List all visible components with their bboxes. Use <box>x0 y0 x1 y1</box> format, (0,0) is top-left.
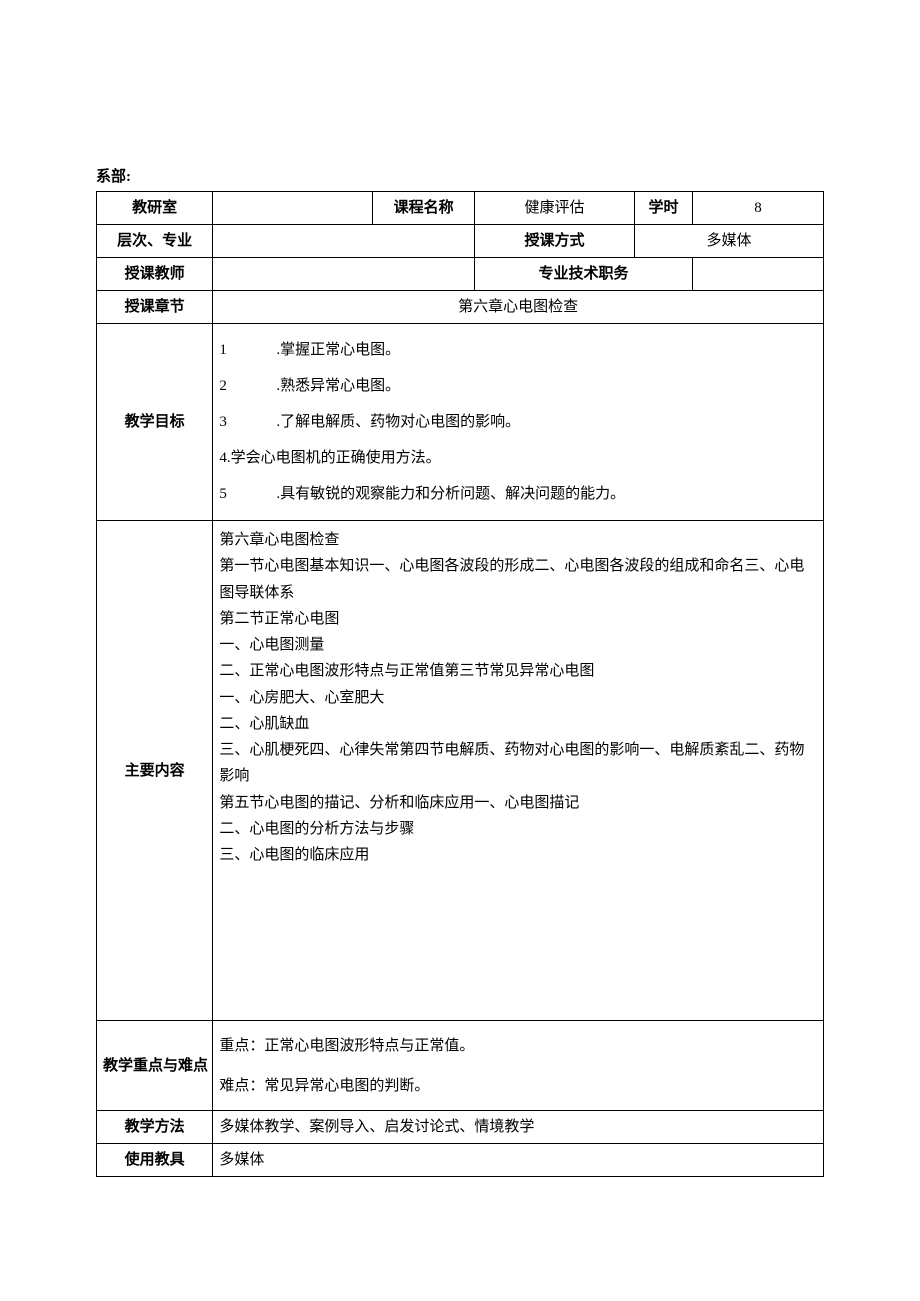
label-hours: 学时 <box>634 192 692 225</box>
content-line: 一、心房肥大、心室肥大 <box>219 685 817 711</box>
label-teaching-office: 教研室 <box>97 192 213 225</box>
label-teacher: 授课教师 <box>97 258 213 291</box>
value-chapter: 第六章心电图检查 <box>213 291 824 324</box>
label-title: 专业技术职务 <box>475 258 693 291</box>
value-tools: 多媒体 <box>213 1144 824 1177</box>
label-keypoints: 教学重点与难点 <box>97 1021 213 1111</box>
value-course-name: 健康评估 <box>475 192 635 225</box>
table-row: 主要内容 第六章心电图检查 第一节心电图基本知识一、心电图各波段的形成二、心电图… <box>97 521 824 1021</box>
value-teaching-mode: 多媒体 <box>634 225 823 258</box>
label-content: 主要内容 <box>97 521 213 1021</box>
content-line: 三、心肌梗死四、心律失常第四节电解质、药物对心电图的影响一、电解质紊乱二、药物影… <box>219 737 817 790</box>
table-row: 使用教具 多媒体 <box>97 1144 824 1177</box>
table-row: 授课教师 专业技术职务 <box>97 258 824 291</box>
content-line: 二、心肌缺血 <box>219 711 817 737</box>
table-row: 教学方法 多媒体教学、案例导入、启发讨论式、情境教学 <box>97 1111 824 1144</box>
goal-num: 3 <box>219 410 231 434</box>
content-line: 二、心电图的分析方法与步骤 <box>219 816 817 842</box>
value-teacher <box>213 258 475 291</box>
value-keypoints: 重点：正常心电图波形特点与正常值。 难点：常见异常心电图的判断。 <box>213 1021 824 1111</box>
goal-num: 2 <box>219 374 231 398</box>
label-course-name: 课程名称 <box>373 192 475 225</box>
department-header: 系部: <box>96 165 824 186</box>
content-line: 二、正常心电图波形特点与正常值第三节常见异常心电图 <box>219 658 817 684</box>
goal-text: .具有敏锐的观察能力和分析问题、解决问题的能力。 <box>231 482 625 506</box>
goal-item: 3 .了解电解质、药物对心电图的影响。 <box>219 404 817 440</box>
goal-num: 5 <box>219 482 231 506</box>
table-row: 教学目标 1 .掌握正常心电图。 2 .熟悉异常心电图。 3 .了解电解质、药物… <box>97 324 824 521</box>
lesson-plan-table: 教研室 课程名称 健康评估 学时 8 层次、专业 授课方式 多媒体 授课教师 专… <box>96 191 824 1177</box>
value-teaching-office <box>213 192 373 225</box>
label-methods: 教学方法 <box>97 1111 213 1144</box>
value-level-major <box>213 225 475 258</box>
table-row: 教学重点与难点 重点：正常心电图波形特点与正常值。 难点：常见异常心电图的判断。 <box>97 1021 824 1111</box>
goal-text: .熟悉异常心电图。 <box>231 374 400 398</box>
goal-item: 1 .掌握正常心电图。 <box>219 332 817 368</box>
goal-text: .了解电解质、药物对心电图的影响。 <box>231 410 520 434</box>
label-chapter: 授课章节 <box>97 291 213 324</box>
label-level-major: 层次、专业 <box>97 225 213 258</box>
content-line: 第六章心电图检查 <box>219 527 817 553</box>
table-row: 教研室 课程名称 健康评估 学时 8 <box>97 192 824 225</box>
goal-text: .掌握正常心电图。 <box>231 338 400 362</box>
content-line: 一、心电图测量 <box>219 632 817 658</box>
value-hours: 8 <box>693 192 824 225</box>
goal-num: 1 <box>219 338 231 362</box>
table-row: 层次、专业 授课方式 多媒体 <box>97 225 824 258</box>
goal-item: 4.学会心电图机的正确使用方法。 <box>219 440 817 476</box>
goal-item: 2 .熟悉异常心电图。 <box>219 368 817 404</box>
value-title <box>693 258 824 291</box>
value-goals: 1 .掌握正常心电图。 2 .熟悉异常心电图。 3 .了解电解质、药物对心电图的… <box>213 324 824 521</box>
content-line: 第二节正常心电图 <box>219 606 817 632</box>
content-line: 三、心电图的临床应用 <box>219 842 817 868</box>
value-methods: 多媒体教学、案例导入、启发讨论式、情境教学 <box>213 1111 824 1144</box>
keypoint-line: 重点：正常心电图波形特点与正常值。 <box>219 1026 817 1066</box>
keypoint-line: 难点：常见异常心电图的判断。 <box>219 1066 817 1106</box>
table-row: 授课章节 第六章心电图检查 <box>97 291 824 324</box>
goal-item: 5 .具有敏锐的观察能力和分析问题、解决问题的能力。 <box>219 476 817 512</box>
value-content: 第六章心电图检查 第一节心电图基本知识一、心电图各波段的形成二、心电图各波段的组… <box>213 521 824 1021</box>
label-teaching-mode: 授课方式 <box>475 225 635 258</box>
content-line: 第一节心电图基本知识一、心电图各波段的形成二、心电图各波段的组成和命名三、心电图… <box>219 553 817 606</box>
label-tools: 使用教具 <box>97 1144 213 1177</box>
label-goals: 教学目标 <box>97 324 213 521</box>
content-line: 第五节心电图的描记、分析和临床应用一、心电图描记 <box>219 790 817 816</box>
